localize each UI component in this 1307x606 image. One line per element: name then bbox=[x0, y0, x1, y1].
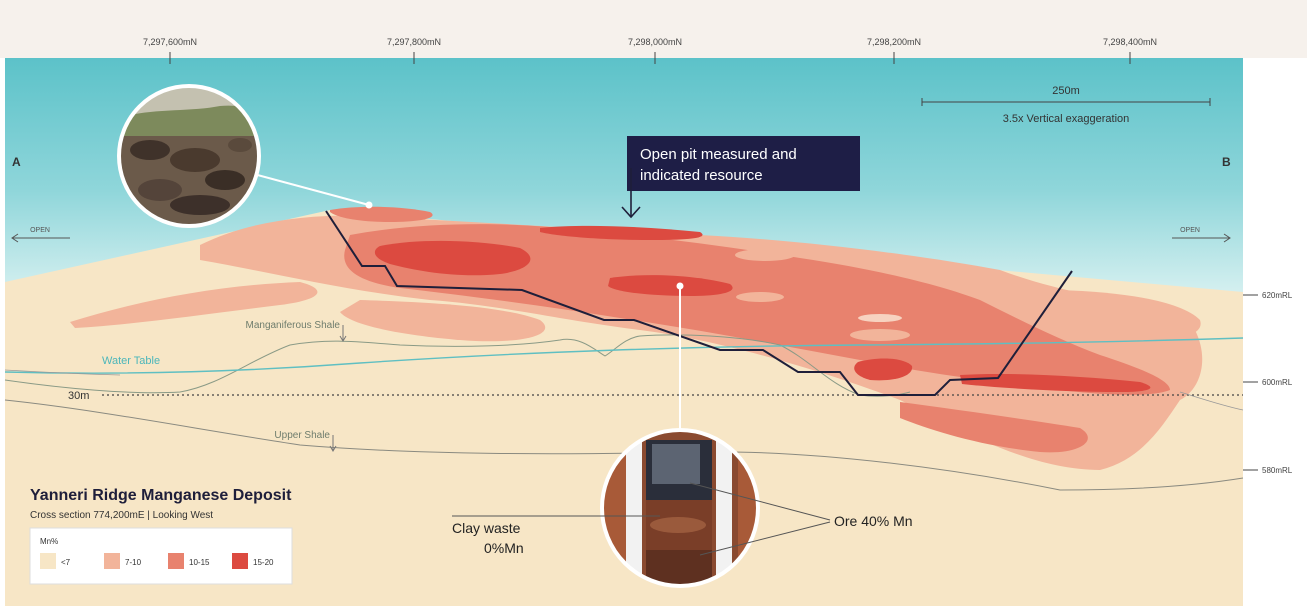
legend-swatch bbox=[168, 553, 184, 569]
depth-30m-label: 30m bbox=[68, 390, 89, 402]
right-margin bbox=[1243, 58, 1307, 606]
drill-core-photo-frame bbox=[600, 428, 760, 588]
open-left-label: OPEN bbox=[30, 227, 50, 234]
figure-title: Yanneri Ridge Manganese Deposit bbox=[30, 487, 292, 504]
clay-waste-grade: 0%Mn bbox=[484, 540, 524, 556]
ore-lens-7-10 bbox=[70, 282, 318, 328]
figure-subtitle: Cross section 774,200mE | Looking West bbox=[30, 510, 213, 521]
legend-swatch bbox=[104, 553, 120, 569]
open-right-label: OPEN bbox=[1180, 227, 1200, 234]
water-table-line bbox=[4, 337, 1244, 374]
boundary-line bbox=[1179, 391, 1244, 411]
coordinate-band bbox=[0, 0, 1307, 58]
upper-shale-label: Upper Shale bbox=[274, 430, 330, 441]
ore-lens-7-10 bbox=[250, 256, 306, 268]
ore-lens-10-15 bbox=[344, 224, 1170, 395]
legend-swatch bbox=[40, 553, 56, 569]
resource-callout bbox=[627, 136, 860, 191]
photo-leader-dot bbox=[365, 201, 373, 209]
drill-core-photo bbox=[602, 430, 758, 586]
legend-items: <7 7-10 10-15 15-20 bbox=[40, 553, 274, 569]
manganiferous-shale-line bbox=[4, 334, 911, 397]
core-annotation-lines bbox=[452, 482, 831, 556]
scale-exaggeration: 3.5x Vertical exaggeration bbox=[1003, 113, 1130, 125]
legend-heading: Mn% bbox=[40, 537, 58, 546]
northing-label: 7,298,200mN bbox=[867, 37, 921, 47]
legend-label: 7-10 bbox=[125, 558, 142, 567]
callout-line-1: Open pit measured and bbox=[640, 146, 797, 163]
boundary-line bbox=[4, 369, 121, 376]
northing-label: 7,297,800mN bbox=[387, 37, 441, 47]
section-end-b: B bbox=[1222, 155, 1231, 169]
section-end-a: A bbox=[12, 155, 21, 169]
northing-label: 7,297,600mN bbox=[143, 37, 197, 47]
ore-lens-15-20 bbox=[960, 373, 1151, 392]
northing-label: 7,298,000mN bbox=[628, 37, 682, 47]
ore-lens-7-10 bbox=[736, 292, 784, 302]
ore-lens-7-10 bbox=[735, 249, 795, 261]
rl-label: 620mRL bbox=[1262, 291, 1293, 300]
legend-label: 15-20 bbox=[253, 558, 274, 567]
water-table-label: Water Table bbox=[102, 355, 160, 367]
core-leader-dot bbox=[676, 282, 684, 290]
ore-body bbox=[70, 206, 1203, 470]
scale-length: 250m bbox=[1052, 85, 1080, 97]
outcrop-photo-frame bbox=[117, 84, 261, 228]
northing-label: 7,298,400mN bbox=[1103, 37, 1157, 47]
ore-lens-15-20 bbox=[608, 275, 733, 296]
northing-ticks bbox=[169, 52, 1131, 64]
ore-lens-7-10 bbox=[858, 314, 902, 322]
ore-lens-7-10 bbox=[1060, 290, 1201, 339]
callout-line-2: indicated resource bbox=[640, 167, 763, 184]
ore-lens-15-20 bbox=[374, 240, 531, 276]
legend-label: 10-15 bbox=[189, 558, 210, 567]
ore-lens-7-10 bbox=[340, 300, 546, 342]
ore-lens-10-15 bbox=[330, 206, 433, 222]
scale-bar bbox=[921, 98, 1211, 106]
rl-ticks bbox=[1243, 294, 1258, 471]
ore-lens-7-10 bbox=[850, 329, 910, 341]
legend-swatch bbox=[232, 553, 248, 569]
ore-lens-15-20 bbox=[540, 225, 703, 240]
ore-grade-label: Ore 40% Mn bbox=[834, 513, 913, 529]
manganiferous-shale-label: Manganiferous Shale bbox=[245, 320, 340, 331]
photo-leader-line bbox=[249, 172, 370, 206]
open-right-arrow bbox=[1172, 233, 1231, 243]
legend bbox=[29, 527, 293, 585]
upper-shale-pointer-head bbox=[329, 445, 337, 452]
shale-pointer-head bbox=[339, 335, 347, 342]
pit-outline bbox=[325, 210, 1073, 396]
open-left-arrow bbox=[11, 233, 70, 243]
ore-lens-10-15 bbox=[900, 402, 1088, 453]
ore-lens-15-20 bbox=[854, 358, 913, 381]
rl-label: 580mRL bbox=[1262, 466, 1293, 475]
callout-arrow bbox=[621, 168, 641, 219]
clay-waste-label: Clay waste bbox=[452, 520, 521, 536]
legend-label: <7 bbox=[61, 558, 71, 567]
rl-label: 600mRL bbox=[1262, 378, 1293, 387]
